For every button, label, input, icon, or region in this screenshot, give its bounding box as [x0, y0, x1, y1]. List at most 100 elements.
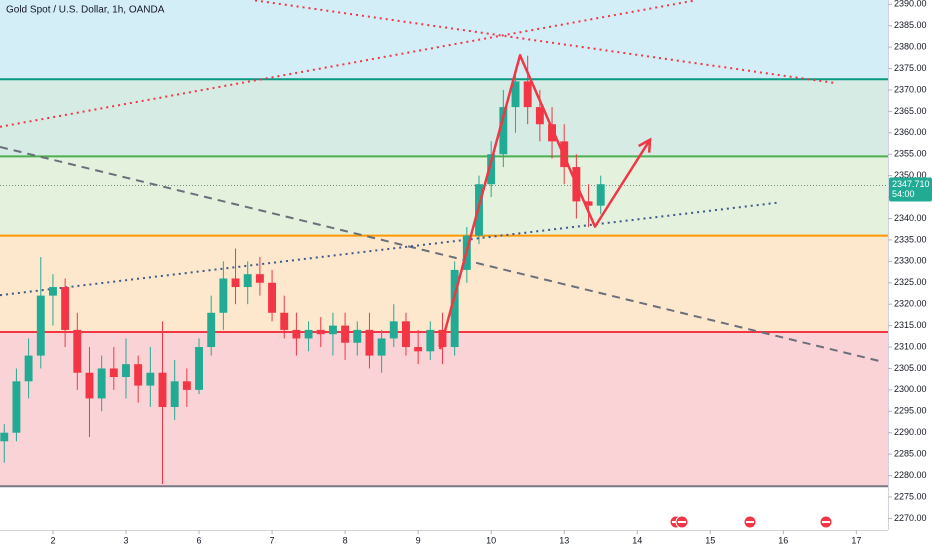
y-tick-label: 2315.00	[894, 320, 927, 330]
y-tick-label: 2275.00	[894, 491, 927, 501]
candle-body	[170, 381, 179, 408]
candle-body	[97, 368, 106, 399]
y-tick-label: 2335.00	[894, 234, 927, 244]
candle-body	[414, 347, 423, 352]
zone	[0, 79, 888, 157]
price-tag	[889, 177, 932, 202]
candle-body	[195, 347, 203, 390]
y-tick-label: 2310.00	[894, 341, 927, 351]
x-tick-label: 3	[123, 535, 128, 545]
candle-body	[341, 325, 350, 343]
y-tick-label: 2325.00	[894, 277, 927, 287]
candle-body	[219, 278, 228, 313]
candle-body	[328, 325, 337, 335]
candle-body	[158, 372, 167, 408]
candle-body	[182, 381, 191, 390]
x-tick-label: 13	[559, 535, 569, 545]
y-tick-label: 2305.00	[894, 363, 927, 373]
y-tick-label: 2320.00	[894, 299, 927, 309]
y-tick-label: 2350.00	[894, 170, 927, 180]
candle-body	[389, 321, 398, 339]
candle-body	[36, 295, 45, 356]
event-icon-stripe	[822, 521, 830, 523]
candle-body	[268, 282, 277, 313]
pattern-arrowhead	[638, 137, 652, 153]
countdown-label: 54:00	[892, 189, 915, 199]
candle-body	[426, 329, 435, 352]
candle-body	[48, 287, 57, 296]
y-tick-label: 2270.00	[894, 513, 927, 523]
candle-body	[109, 368, 118, 378]
candle-body	[0, 432, 9, 442]
y-tick-label: 2290.00	[894, 427, 927, 437]
x-tick-label: 6	[197, 535, 202, 545]
candle-body	[12, 381, 21, 433]
candle-body	[548, 124, 556, 142]
y-tick-label: 2390.00	[894, 0, 927, 9]
zone	[0, 0, 888, 80]
x-tick-label: 17	[851, 535, 861, 545]
y-tick-label: 2365.00	[894, 106, 927, 116]
y-tick-label: 2340.00	[894, 213, 927, 223]
candle-body	[535, 107, 544, 125]
y-axis-panel	[888, 0, 932, 550]
candle-body	[316, 329, 325, 335]
candle-body	[450, 269, 459, 348]
candle-body	[207, 312, 216, 348]
candle-body	[304, 329, 313, 339]
zone	[0, 332, 888, 487]
y-tick-label: 2300.00	[894, 384, 927, 394]
candle-body	[487, 154, 496, 185]
candle-body	[122, 364, 130, 378]
x-tick-label: 7	[270, 535, 275, 545]
x-tick-label: 8	[343, 535, 348, 545]
y-tick-label: 2380.00	[894, 42, 927, 52]
candle-body	[353, 329, 362, 343]
x-tick-label: 15	[705, 535, 715, 545]
candle-body	[85, 372, 94, 399]
candle-body	[499, 107, 508, 155]
candle-body	[402, 321, 410, 348]
x-tick-label: 10	[486, 535, 496, 545]
y-tick-label: 2330.00	[894, 256, 927, 266]
candle-body	[255, 274, 264, 283]
y-tick-label: 2295.00	[894, 406, 927, 416]
chart-title: Gold Spot / U.S. Dollar, 1h, OANDA	[6, 5, 165, 16]
zone	[0, 235, 888, 333]
x-tick-label: 14	[632, 535, 642, 545]
event-icon-stripe	[746, 521, 754, 523]
trend-line	[0, 0, 696, 128]
pattern-path	[438, 54, 652, 350]
trend-line	[0, 201, 779, 297]
candle-body	[523, 81, 532, 108]
candle-body	[584, 201, 593, 206]
candle-body	[231, 278, 240, 288]
zone	[0, 156, 888, 236]
y-tick-label: 2370.00	[894, 84, 927, 94]
candle-body	[365, 329, 374, 356]
candle-body	[73, 329, 82, 373]
candle-body	[146, 372, 155, 386]
y-tick-label: 2355.00	[894, 149, 927, 159]
x-tick-label: 9	[416, 535, 421, 545]
candle-body	[596, 184, 605, 206]
x-tick-label: 16	[778, 535, 788, 545]
price-tag-label: 2347.710	[892, 179, 930, 189]
trend-line	[254, 0, 836, 85]
y-tick-label: 2285.00	[894, 449, 927, 459]
y-tick-label: 2360.00	[894, 127, 927, 137]
y-tick-label: 2385.00	[894, 20, 927, 30]
trend-line	[0, 145, 881, 363]
candle-body	[292, 329, 301, 339]
candle-body	[243, 274, 252, 288]
candle-body	[377, 338, 386, 356]
candle-body	[280, 312, 289, 330]
y-tick-label: 2280.00	[894, 470, 927, 480]
candle-body	[134, 364, 143, 386]
event-icon-stripe	[678, 521, 686, 523]
candle-body	[61, 287, 70, 330]
candle-body	[24, 355, 33, 382]
x-tick-label: 2	[50, 535, 55, 545]
y-tick-label: 2375.00	[894, 63, 927, 73]
